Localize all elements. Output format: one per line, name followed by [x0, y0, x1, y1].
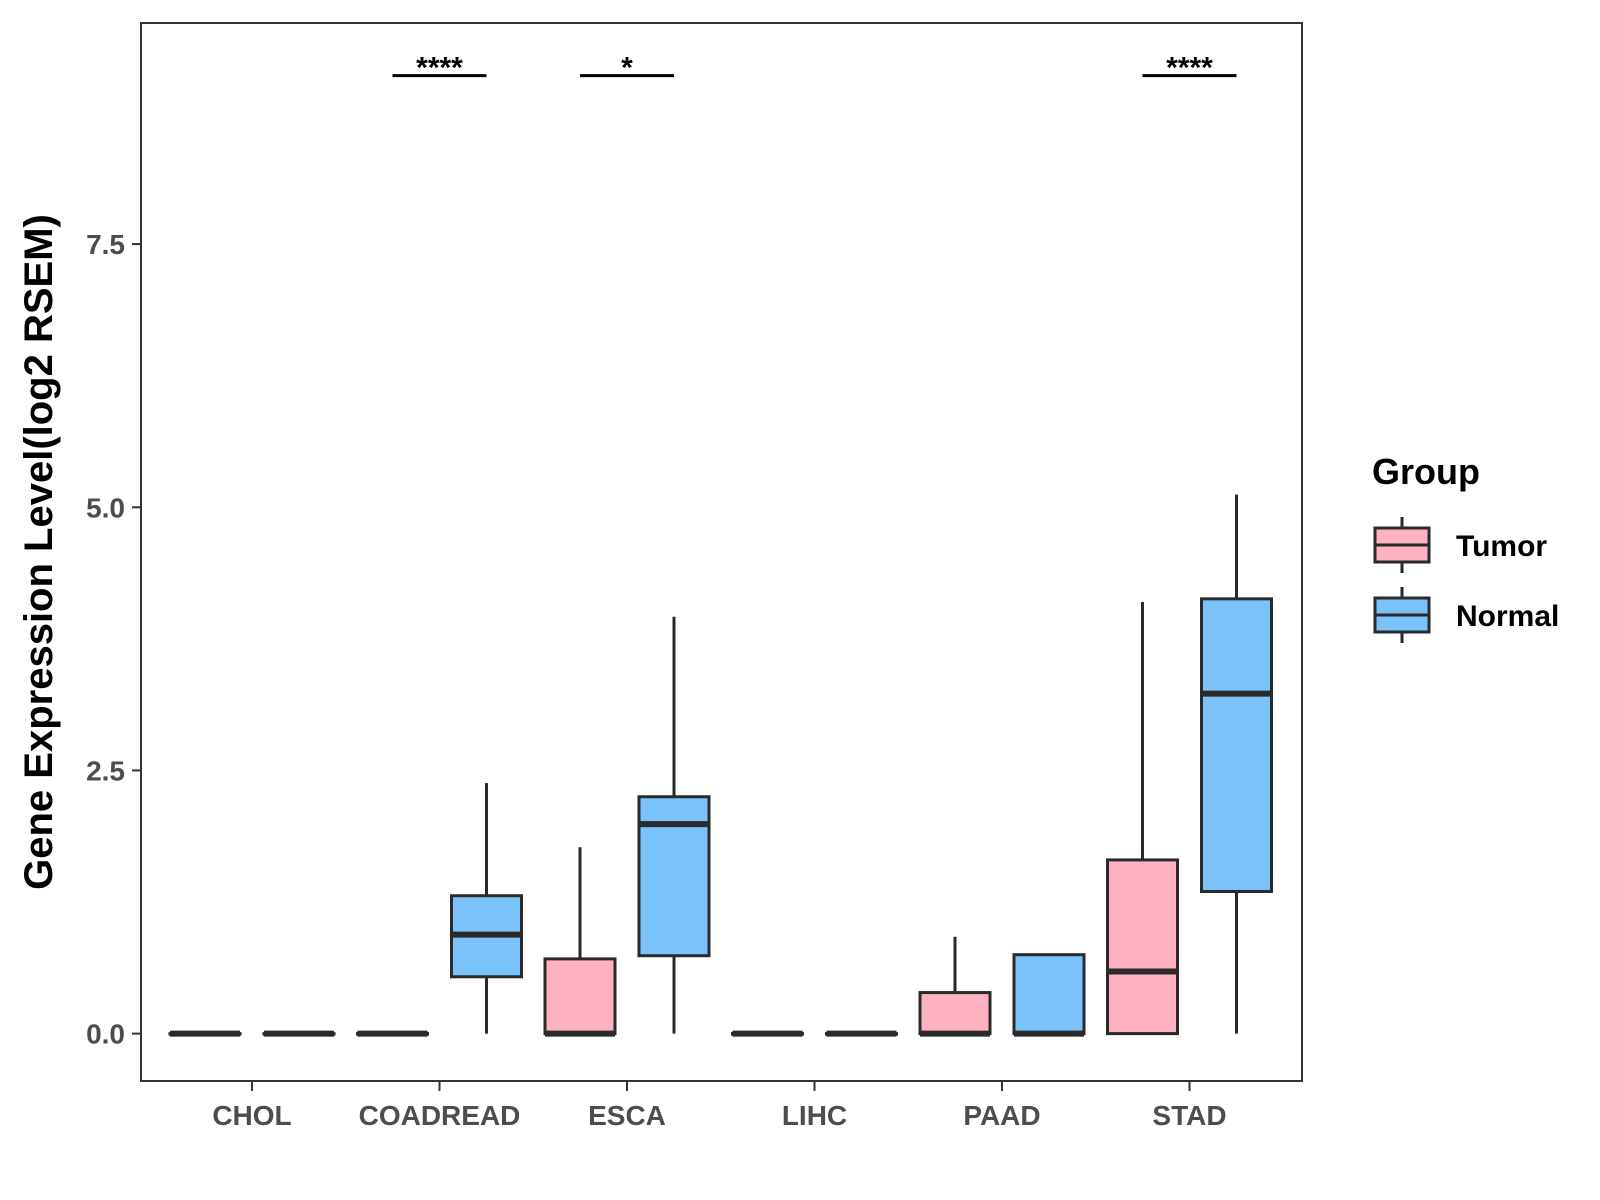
significance-esca: *	[580, 52, 674, 85]
legend-title: Group	[1372, 451, 1480, 492]
y-tick-label: 5.0	[86, 492, 125, 523]
box-body	[1200, 597, 1273, 894]
y-tick-label: 7.5	[86, 229, 125, 260]
legend-item-normal: Normal	[1373, 587, 1559, 643]
box-normal-chol	[262, 1030, 336, 1037]
box-body	[637, 795, 711, 958]
significance-stad: ****	[1142, 52, 1237, 85]
box-tumor-esca	[543, 847, 617, 1037]
significance-label: ****	[416, 52, 463, 85]
plot-panel-border	[140, 22, 1303, 1082]
box-normal-lihc	[825, 1030, 898, 1037]
box-tumor-stad	[1106, 602, 1179, 1036]
significance-label: ****	[1166, 52, 1213, 85]
significance-label: *	[621, 52, 633, 85]
x-axis: CHOL COADREAD ESCA LIHC PAAD STAD	[212, 1081, 1227, 1131]
box-tumor-paad	[918, 936, 992, 1037]
significance-coadread: ****	[392, 52, 487, 85]
box-normal-stad	[1200, 494, 1273, 1034]
x-tick-label: ESCA	[588, 1100, 666, 1131]
legend-label: Normal	[1456, 600, 1559, 633]
y-axis-title: Gene Expression Level(log2 RSEM)	[17, 214, 61, 890]
box-normal-esca	[637, 616, 711, 1034]
box-normal-coadread	[450, 783, 523, 1034]
y-tick-label: 0.0	[86, 1019, 125, 1050]
legend-item-tumor: Tumor	[1373, 517, 1547, 573]
x-tick-label: STAD	[1152, 1100, 1226, 1131]
box-tumor-coadread	[356, 1030, 429, 1037]
x-tick-label: CHOL	[212, 1100, 291, 1131]
legend-label: Tumor	[1456, 530, 1547, 563]
x-tick-label: LIHC	[782, 1100, 847, 1131]
box-tumor-lihc	[731, 1030, 804, 1037]
box-body	[1012, 953, 1086, 1036]
y-tick-label: 2.5	[86, 755, 125, 786]
y-axis: 0.0 2.5 5.0 7.5	[86, 229, 141, 1050]
x-tick-label: PAAD	[963, 1100, 1040, 1131]
box-body	[918, 991, 992, 1036]
box-body	[1106, 858, 1179, 1036]
x-tick-label: COADREAD	[359, 1100, 521, 1131]
legend: Group Tumor Normal	[1372, 451, 1559, 643]
box-tumor-chol	[168, 1030, 242, 1037]
box-normal-paad	[1012, 953, 1086, 1037]
box-body	[543, 957, 617, 1036]
plot-marks: **** * ****	[168, 52, 1273, 1037]
